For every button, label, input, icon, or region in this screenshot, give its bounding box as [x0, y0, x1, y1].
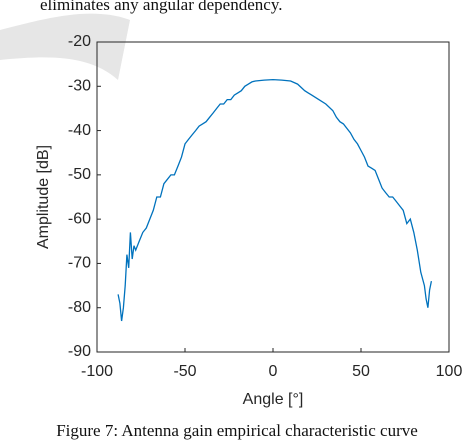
x-axis-label: Angle [°]: [243, 391, 304, 408]
y-tick-label: -50: [68, 166, 91, 183]
header-text: eliminates any angular dependency.: [40, 0, 282, 14]
y-tick-label: -30: [68, 78, 91, 95]
x-tick-label: 0: [269, 363, 278, 380]
y-tick-label: -60: [68, 210, 91, 227]
y-tick-label: -70: [68, 255, 91, 272]
x-tick-label: 100: [436, 363, 463, 380]
x-tick-label: -50: [173, 363, 196, 380]
y-tick-label: -80: [68, 299, 91, 316]
y-tick-label: -40: [68, 122, 91, 139]
y-tick-label: -20: [68, 33, 91, 50]
x-tick-label: 50: [352, 363, 370, 380]
caption: Figure 7: Antenna gain empirical charact…: [56, 421, 418, 440]
watermark: [0, 13, 130, 81]
x-tick-label: -100: [81, 363, 113, 380]
data-line: [117, 78, 433, 322]
y-tick-label: -90: [68, 343, 91, 360]
plot-frame: [96, 41, 450, 353]
y-axis-label: Amplitude [dB]: [35, 145, 52, 249]
